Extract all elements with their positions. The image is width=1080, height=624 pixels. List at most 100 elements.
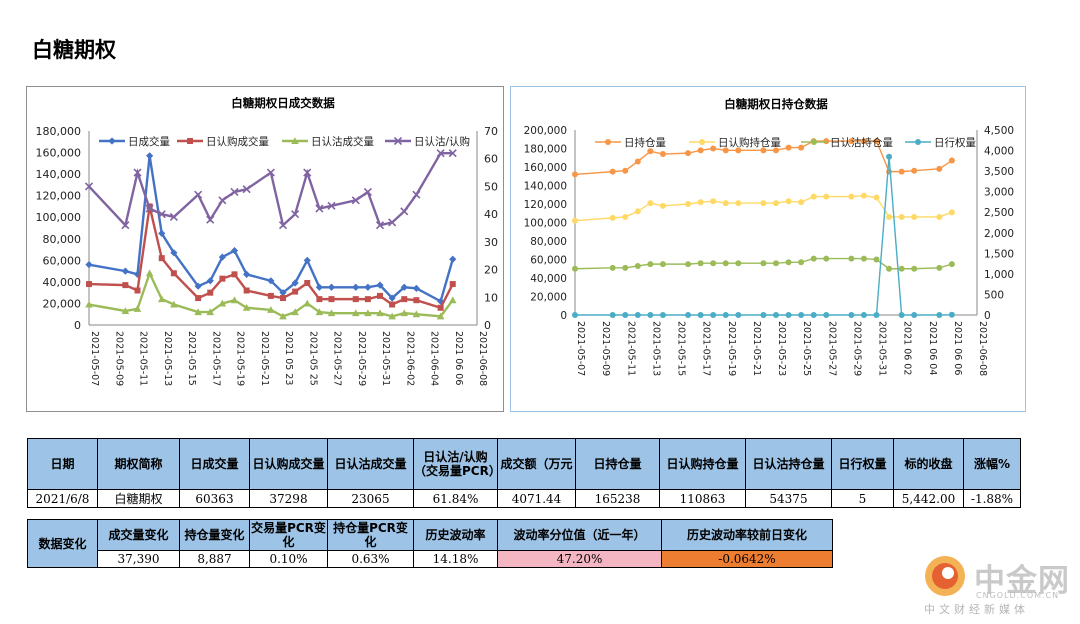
x-tick-label: 2021-05-29 [356, 331, 367, 386]
cell-exercise-volume: 5 [831, 489, 894, 508]
series-0-point [133, 270, 142, 278]
cell-open-interest-change: 8,887 [179, 550, 250, 568]
y-left-tick-label: 180,000 [524, 144, 567, 156]
series-3-point [647, 312, 654, 318]
cell-volume-pcr: 61.84% [413, 489, 498, 508]
x-tick-label: 2021-06-04 [429, 331, 440, 386]
series-1-point [911, 213, 918, 220]
x-tick-label: 2021-05-27 [826, 321, 837, 376]
series-3-point [242, 185, 251, 194]
x-tick-label: 2021-05-11 [625, 321, 636, 376]
series-0-point [121, 267, 129, 275]
x-tick-label: 2021-05-13 [650, 321, 661, 376]
y-left-tick-label: 40,000 [530, 273, 567, 285]
series-2-point [230, 296, 239, 304]
series-3-point [685, 312, 692, 318]
series-2-point [279, 312, 287, 320]
x-tick-label: 2021-05-09 [113, 331, 124, 386]
series-3-point [230, 187, 239, 197]
chart-title: 白糖期权日持仓数据 [724, 97, 828, 111]
series-3-point [710, 312, 717, 318]
y-left-tick-label: 60,000 [43, 254, 82, 267]
cell-volume-pcr-change: 0.10% [249, 550, 328, 568]
series-1-point [823, 193, 830, 200]
series-2-point [697, 260, 704, 267]
header-put-volume: 日认沽成交量 [327, 438, 414, 490]
series-3-point [436, 149, 445, 158]
legend-label-1: 日认购持仓量 [718, 136, 781, 149]
x-tick-label: 2021-05-29 [851, 321, 862, 376]
series-2-point [376, 309, 384, 317]
series-3-point [266, 168, 275, 177]
series-2-point [647, 261, 654, 268]
series-1-point [710, 198, 717, 205]
legend-marker-1 [699, 139, 705, 145]
header-option-name: 期权简称 [97, 438, 180, 490]
series-0-point [898, 168, 905, 175]
series-2-point [303, 299, 312, 307]
series-2-point [157, 295, 166, 303]
series-3-point [351, 196, 360, 205]
y-left-tick-label: 160,000 [524, 162, 567, 174]
legend-label-1: 日认购成交量 [206, 135, 269, 148]
x-tick-label: 2021-05 25 [307, 331, 318, 386]
series-1-point [158, 255, 165, 262]
series-2-point [735, 260, 742, 267]
cell-volatility-percentile: 47.20% [497, 550, 662, 568]
series-2-point [798, 259, 805, 266]
series-0-point [785, 144, 792, 151]
series-1-point [898, 213, 905, 220]
legend-label-2: 日认沽持仓量 [830, 136, 893, 149]
y-right-tick-label: 70 [484, 125, 498, 138]
logo-domain: CNGOLD.COM.CN [976, 591, 1060, 600]
series-0-point [352, 283, 360, 291]
series-3-point [327, 201, 336, 210]
series-0-point [218, 253, 226, 261]
y-left-tick-label: 140,000 [524, 181, 567, 193]
series-2-point [194, 308, 202, 316]
header-put-open-interest: 日认沽持仓量 [745, 438, 832, 490]
y-right-tick-label: 1,500 [984, 248, 1014, 260]
daily-volume-chart: 白糖期权日成交数据 0 20,000 40,000 60,000 80,000 100,00… [36, 96, 499, 386]
series-3-point [84, 182, 94, 191]
series-0-point [267, 277, 275, 285]
series-3-point [659, 312, 666, 318]
cell-call-open-interest: 110863 [659, 489, 746, 508]
series-3-point [722, 312, 729, 318]
y-left-tick-label: 80,000 [530, 236, 567, 248]
series-2-point [121, 307, 130, 314]
cell-daily-volume: 60363 [179, 489, 250, 508]
row-label-data-change: 数据变化 [27, 519, 98, 568]
series-2-point [760, 260, 767, 267]
daily-open-interest-chart-panel: 白糖期权日持仓数据 0 20,000 40,000 60,000 80,000 100,00… [510, 86, 1026, 412]
series-2-point [634, 262, 641, 269]
legend-marker-3 [393, 136, 403, 146]
y-left-tick-label: 40,000 [43, 276, 82, 289]
y-left-tick-label: 100,000 [36, 211, 82, 224]
series-2-point [710, 260, 717, 267]
legend-marker-3 [915, 139, 921, 145]
series-1-point [292, 288, 299, 295]
legend-label-2: 日认沽成交量 [311, 135, 374, 148]
series-2-point [823, 255, 830, 262]
series-0-point [230, 247, 239, 255]
cell-turnover: 4071.44 [497, 489, 576, 508]
series-3-point [194, 190, 203, 199]
header-open-interest: 日持仓量 [575, 438, 660, 490]
series-3-point [363, 187, 372, 197]
data-change-table: 数据变化 成交量变化 持仓量变化 交易量PCR变化 持仓量PCR变化 历史波动率… [27, 519, 833, 568]
series-1-point [280, 295, 286, 302]
series-3-point [412, 190, 421, 199]
x-tick-label: 2021-06-02 [404, 331, 415, 386]
x-tick-label: 2021-05-09 [600, 321, 611, 376]
x-tick-label: 2021 06 06 [453, 331, 464, 385]
header-change-pct: 涨幅% [963, 438, 1021, 490]
table-row: 2021/6/8 白糖期权 60363 37298 23065 61.84% 4… [27, 489, 1021, 508]
series-1-point [697, 199, 704, 206]
series-0-point [194, 282, 202, 290]
series-3-point [936, 312, 943, 318]
series-2-point [785, 259, 792, 266]
series-0-point [710, 145, 717, 152]
series-0-point [773, 147, 779, 154]
series-3-point [911, 312, 918, 318]
